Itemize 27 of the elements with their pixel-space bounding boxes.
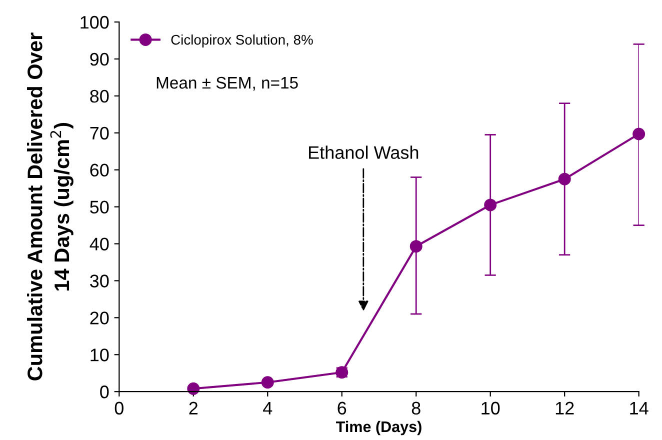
- y-tick-label: 60: [90, 164, 109, 177]
- x-tick-label: 4: [263, 402, 272, 414]
- point: [187, 382, 200, 395]
- x-tick-label: 2: [189, 402, 198, 414]
- x-axis-title: Time (Days): [336, 420, 422, 436]
- x-tick-label: 6: [338, 402, 346, 415]
- y-tick-label: 50: [90, 200, 109, 214]
- y-tick-label: 80: [90, 90, 109, 103]
- y-tick-label: 100: [80, 16, 109, 29]
- x-tick-label: 12: [556, 402, 574, 414]
- y-axis-title: Cumulative Amount Delivered Over 14 Days (ug/cm$^{2}$): [27, 32, 74, 380]
- x-tick-label: 8: [412, 402, 420, 415]
- x-tick-label: 0: [114, 402, 124, 415]
- x-tick-label: 10: [482, 402, 500, 415]
- point: [261, 376, 274, 389]
- x-tick-label: 14: [630, 402, 648, 414]
- y-tick-label: 20: [90, 312, 109, 324]
- y-tick-label: 30: [90, 274, 109, 288]
- y-tick-label: 10: [90, 348, 109, 362]
- point: [632, 128, 646, 140]
- annotation: Ethanol Wash: [309, 146, 418, 159]
- y-tick-label: 0: [100, 386, 109, 398]
- y-tick-label: 70: [90, 126, 109, 140]
- y-tick-label: 90: [90, 52, 109, 66]
- annotation: Mean ± SEM, n=15: [156, 76, 298, 91]
- legend-label: Ciclopirox Solution, 8%: [171, 34, 313, 48]
- y-tick-label: 40: [90, 238, 109, 250]
